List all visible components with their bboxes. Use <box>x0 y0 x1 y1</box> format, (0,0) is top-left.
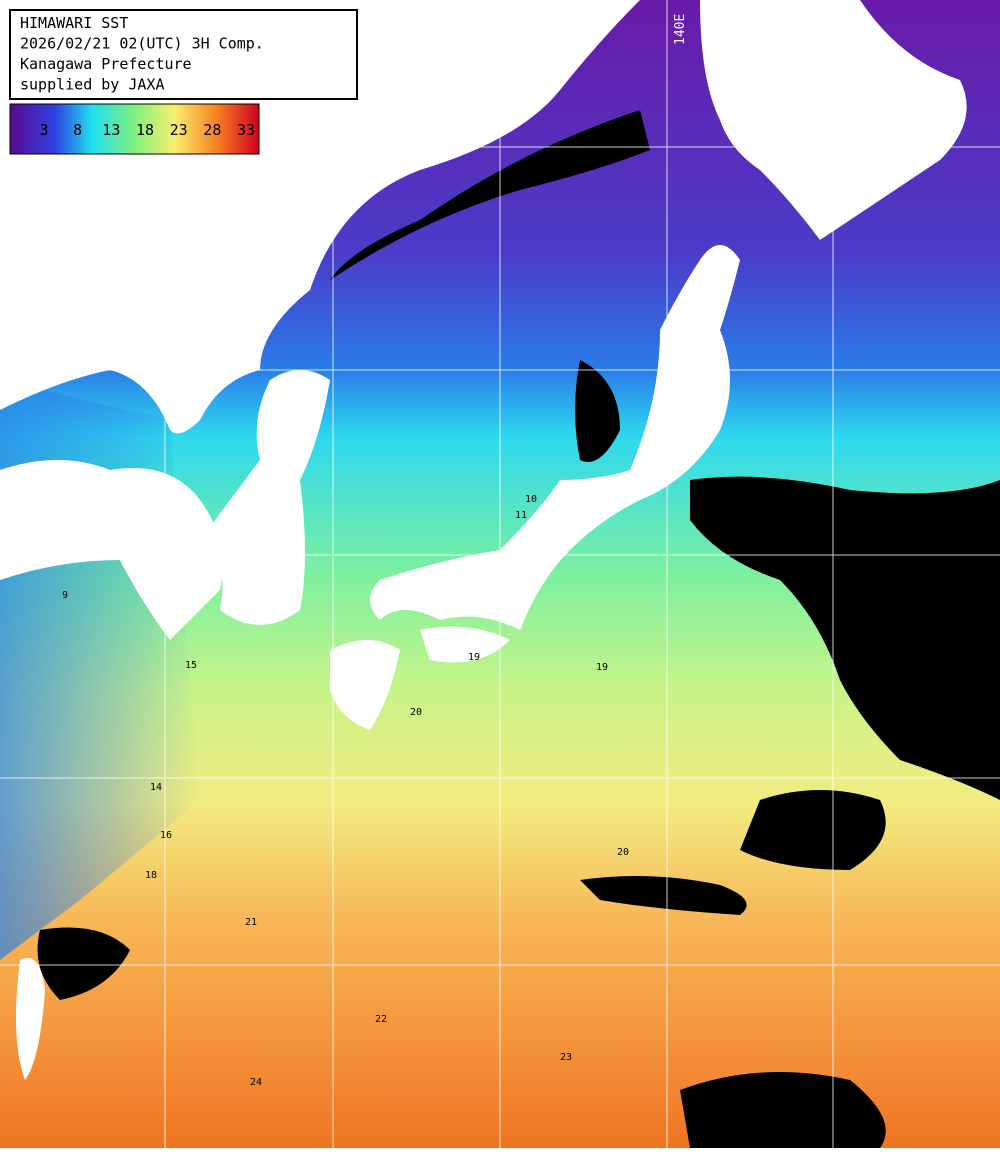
contour-labels: 10 11 15 19 19 20 20 21 22 23 24 25 18 1… <box>62 494 822 1093</box>
contour-label: 21 <box>245 917 257 928</box>
header-box <box>9 9 358 100</box>
colorbar-labels: 3 8 13 18 23 28 33 <box>39 121 255 139</box>
contour-label: 25 <box>810 1082 822 1093</box>
contour-label: 20 <box>410 707 422 718</box>
contour-label: 24 <box>250 1077 262 1088</box>
header: HIMAWARI SST 2026/02/21 02(UTC) 3H Comp. K… <box>20 14 264 94</box>
contour-label: 20 <box>617 847 629 858</box>
colorbar-tick-label: 18 <box>136 121 154 139</box>
colorbar-tick-label: 33 <box>237 121 255 139</box>
header-line: 2026/02/21 02(UTC) 3H Comp. <box>20 35 264 53</box>
contour-label: 9 <box>62 590 68 601</box>
colorbar-tick-label: 13 <box>102 121 120 139</box>
clouds <box>0 110 1000 1148</box>
contour-label: 14 <box>150 782 162 793</box>
contour-label: 18 <box>145 870 157 881</box>
colorbar <box>9 103 260 155</box>
contour-label: 11 <box>515 510 527 521</box>
lon-label: 140E <box>673 14 688 45</box>
lat-label: 40N <box>8 355 31 370</box>
colorbar-tick-label: 3 <box>39 121 48 139</box>
contour-label: 19 <box>468 652 480 663</box>
colorbar-tick-label: 28 <box>203 121 221 139</box>
header-line: Kanagawa Prefecture <box>20 55 192 73</box>
contour-label: 22 <box>375 1014 387 1025</box>
contour-label: 10 <box>525 494 537 505</box>
contour-label: 16 <box>160 830 172 841</box>
header-line: HIMAWARI SST <box>20 14 128 32</box>
contour-label: 23 <box>560 1052 572 1063</box>
contour-label: 19 <box>596 662 608 673</box>
header-line: supplied by JAXA <box>20 76 165 94</box>
colorbar-tick-label: 8 <box>73 121 82 139</box>
contour-label: 15 <box>185 660 197 671</box>
colorbar-tick-label: 23 <box>170 121 188 139</box>
